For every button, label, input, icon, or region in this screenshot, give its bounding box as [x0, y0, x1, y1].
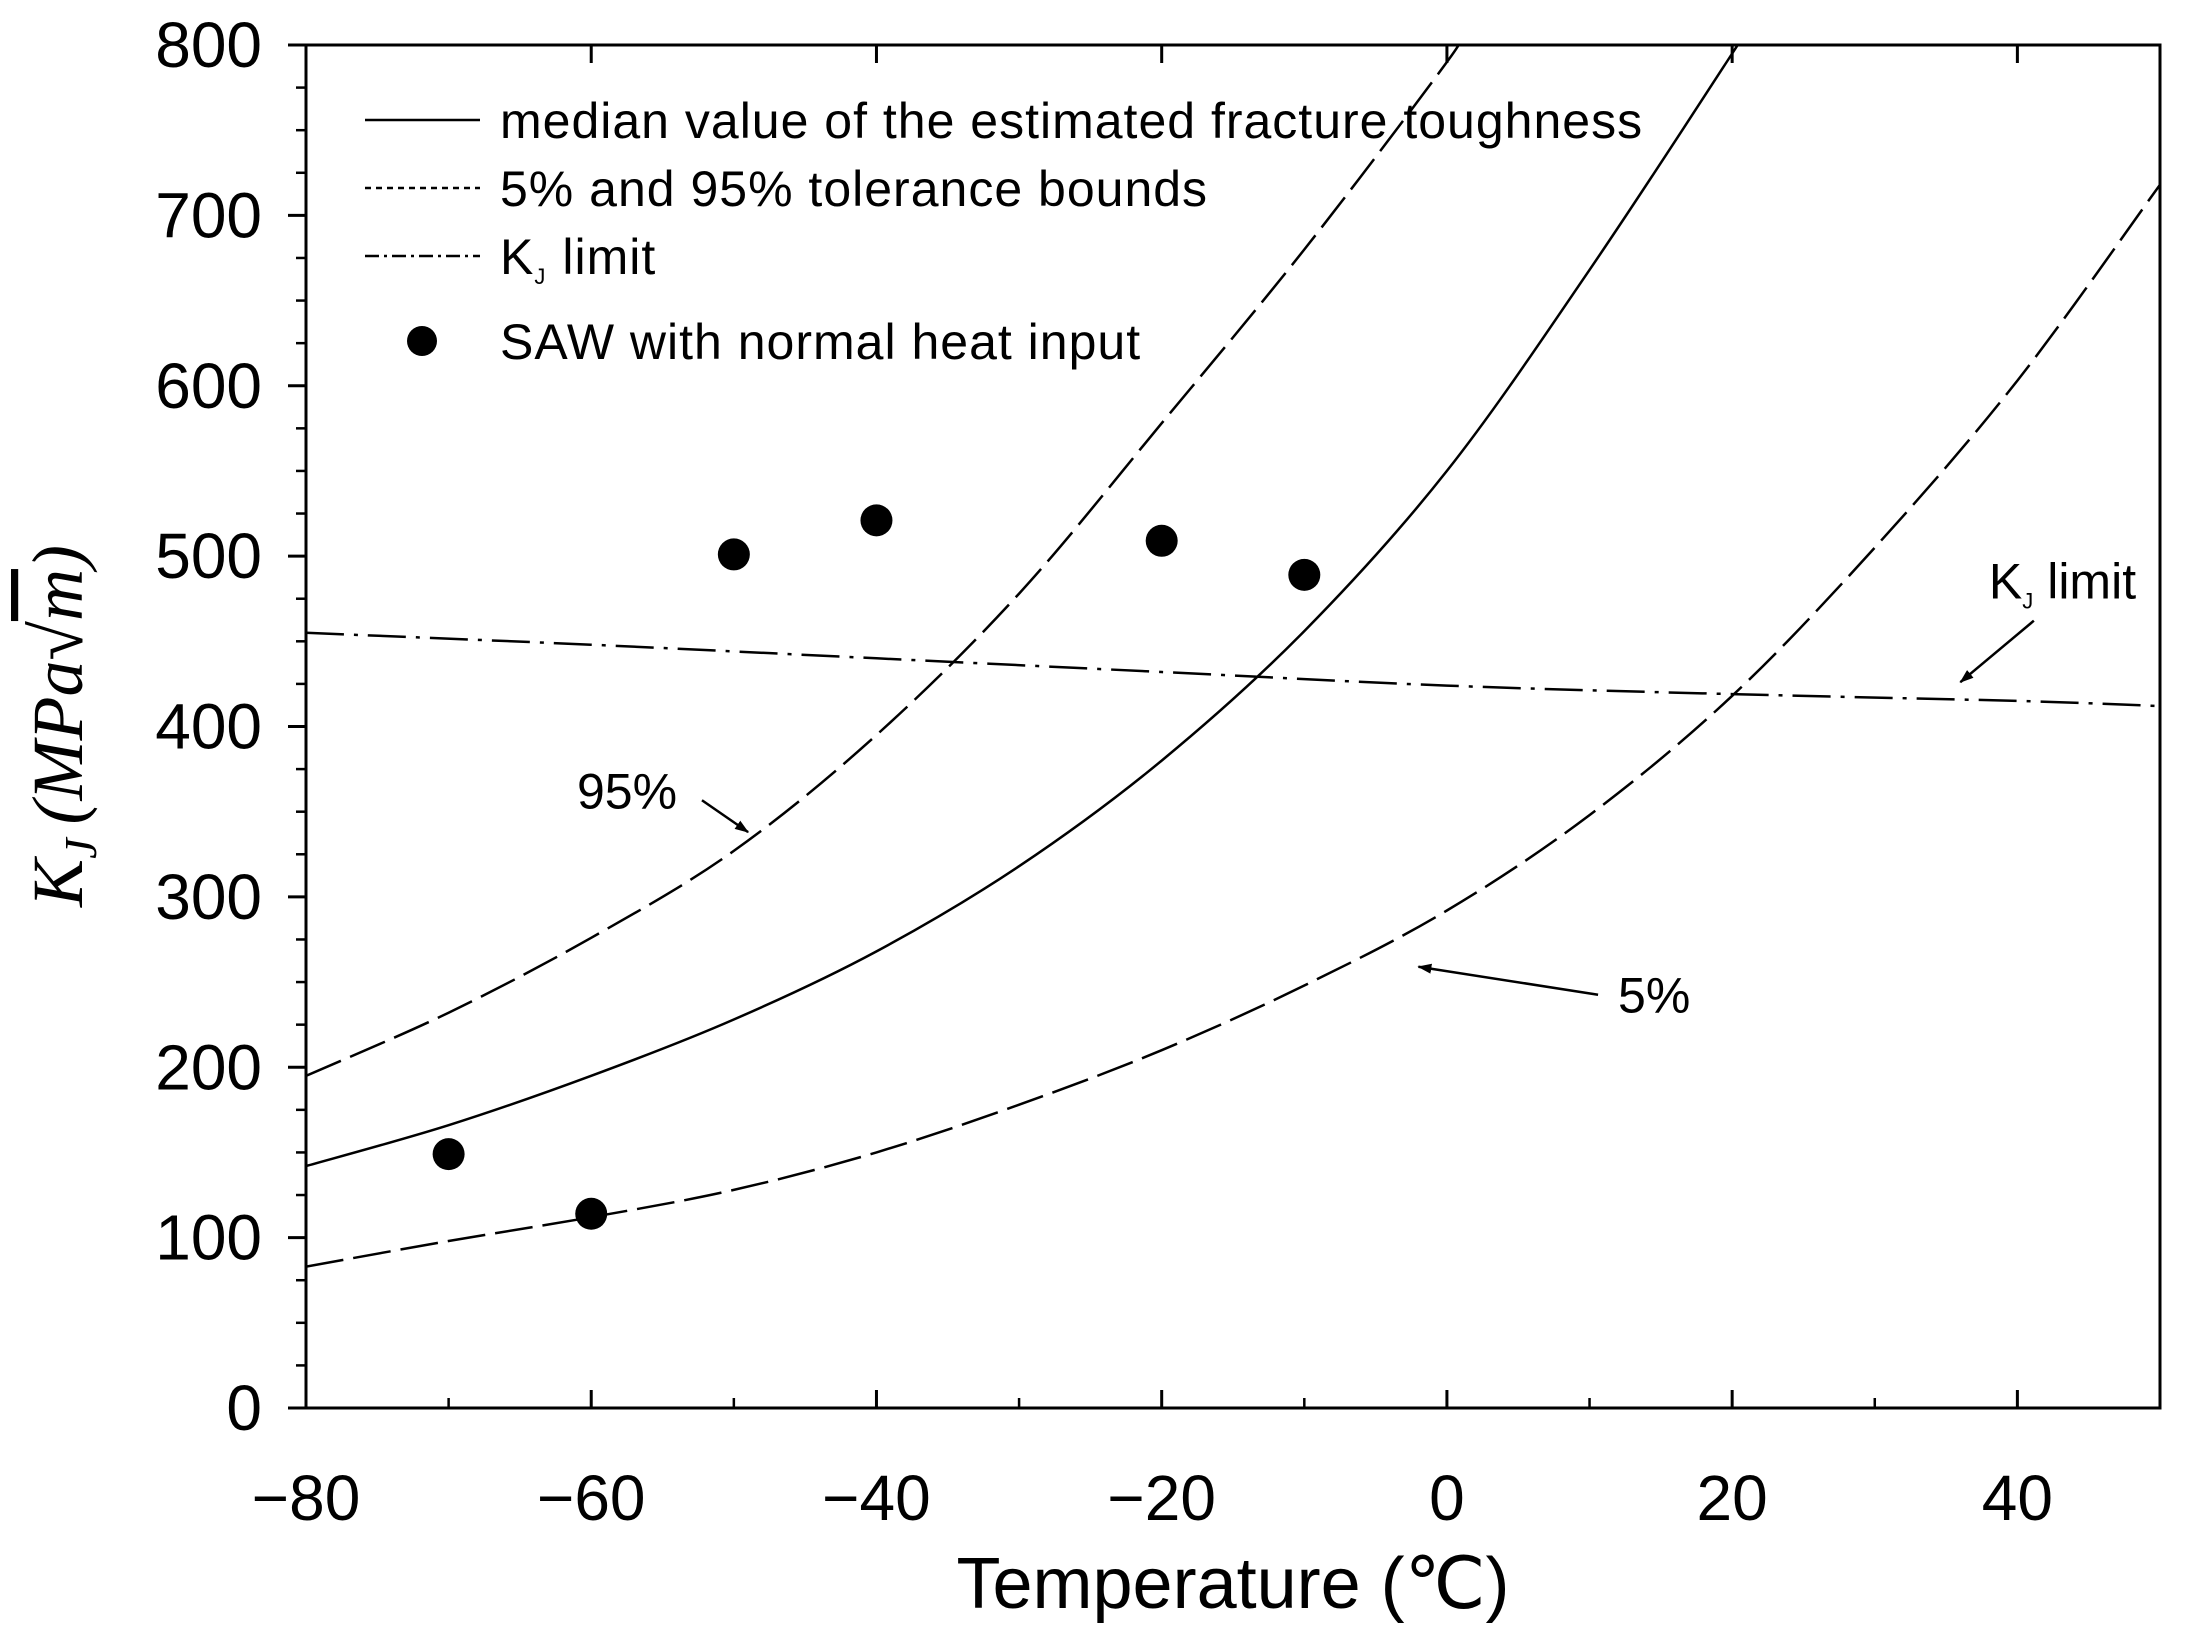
annotation-5-label: 5%	[1618, 968, 1690, 1024]
data-point	[575, 1197, 608, 1230]
data-point	[860, 504, 893, 537]
legend-points-marker	[407, 326, 437, 356]
annotation-kj-symbol: K	[1989, 554, 2022, 610]
y-tick-label: 100	[155, 1202, 262, 1274]
data-point	[1145, 524, 1178, 557]
points-layer	[432, 504, 1321, 1230]
annotations: 95% 5% KJ limit	[577, 554, 2136, 1024]
y-axis-unit-prefix: (MPa	[18, 661, 98, 825]
data-point	[1288, 558, 1321, 591]
legend-kj-symbol: K	[500, 229, 534, 285]
legend-kj-text: limit	[562, 229, 656, 285]
legend-bounds-label: 5% and 95% tolerance bounds	[500, 161, 1208, 217]
annotation-kj-subscript: J	[2022, 589, 2033, 614]
y-axis-unit-root: m	[18, 569, 98, 621]
legend-median-label: median value of the estimated fracture t…	[500, 93, 1643, 149]
series-line-kj-limit	[306, 631, 2160, 708]
series-layer	[306, 45, 2160, 1268]
x-tick-label: −60	[537, 1462, 646, 1534]
annotation-kj-label: KJ limit	[1989, 554, 2136, 614]
series-line-5-	[306, 183, 2160, 1268]
annotation-95-arrow	[701, 799, 749, 834]
x-axis-ticks: −80 −60 −40 −20 0 20 40	[252, 45, 2053, 1534]
y-tick-label: 200	[155, 1031, 262, 1103]
y-tick-label: 700	[155, 179, 262, 251]
y-tick-label: 400	[155, 691, 262, 763]
legend-kj-label: KJ limit	[500, 229, 656, 289]
data-point	[717, 538, 750, 571]
series-line-95-	[306, 45, 1460, 1077]
y-axis-title-text: KJ (MPa√m)	[18, 545, 106, 908]
x-tick-label: 40	[1982, 1462, 2053, 1534]
legend-kj-subscript: J	[534, 264, 546, 289]
y-tick-label: 500	[155, 520, 262, 592]
y-tick-label: 600	[155, 350, 262, 422]
legend: median value of the estimated fracture t…	[365, 93, 1643, 370]
y-axis-title: KJ (MPa√m)	[18, 545, 106, 908]
x-tick-label: 20	[1697, 1462, 1768, 1534]
y-tick-label: 0	[226, 1372, 262, 1444]
x-axis-title: Temperature (℃)	[956, 1544, 1509, 1624]
x-tick-label: 0	[1429, 1462, 1465, 1534]
y-tick-label: 300	[155, 861, 262, 933]
series-line-median	[306, 45, 1740, 1168]
y-axis-ticks: 0 100 200 300 400 500 600 700 800	[155, 9, 306, 1444]
y-tick-label: 800	[155, 9, 262, 81]
y-axis-sqrt: √	[18, 621, 98, 661]
x-tick-label: −40	[822, 1462, 931, 1534]
data-point	[432, 1138, 465, 1171]
x-tick-label: −80	[252, 1462, 361, 1534]
annotation-95-label: 95%	[577, 763, 677, 819]
y-axis-subscript: J	[55, 836, 106, 859]
x-tick-label: −20	[1107, 1462, 1216, 1534]
annotation-5-arrow	[1417, 963, 1599, 996]
y-axis-unit-suffix: )	[18, 545, 98, 573]
annotation-kj-text: limit	[2047, 554, 2136, 610]
legend-points-label: SAW with normal heat input	[500, 314, 1141, 370]
y-axis-symbol: K	[18, 855, 98, 908]
annotation-kj-arrow	[1959, 619, 2035, 684]
